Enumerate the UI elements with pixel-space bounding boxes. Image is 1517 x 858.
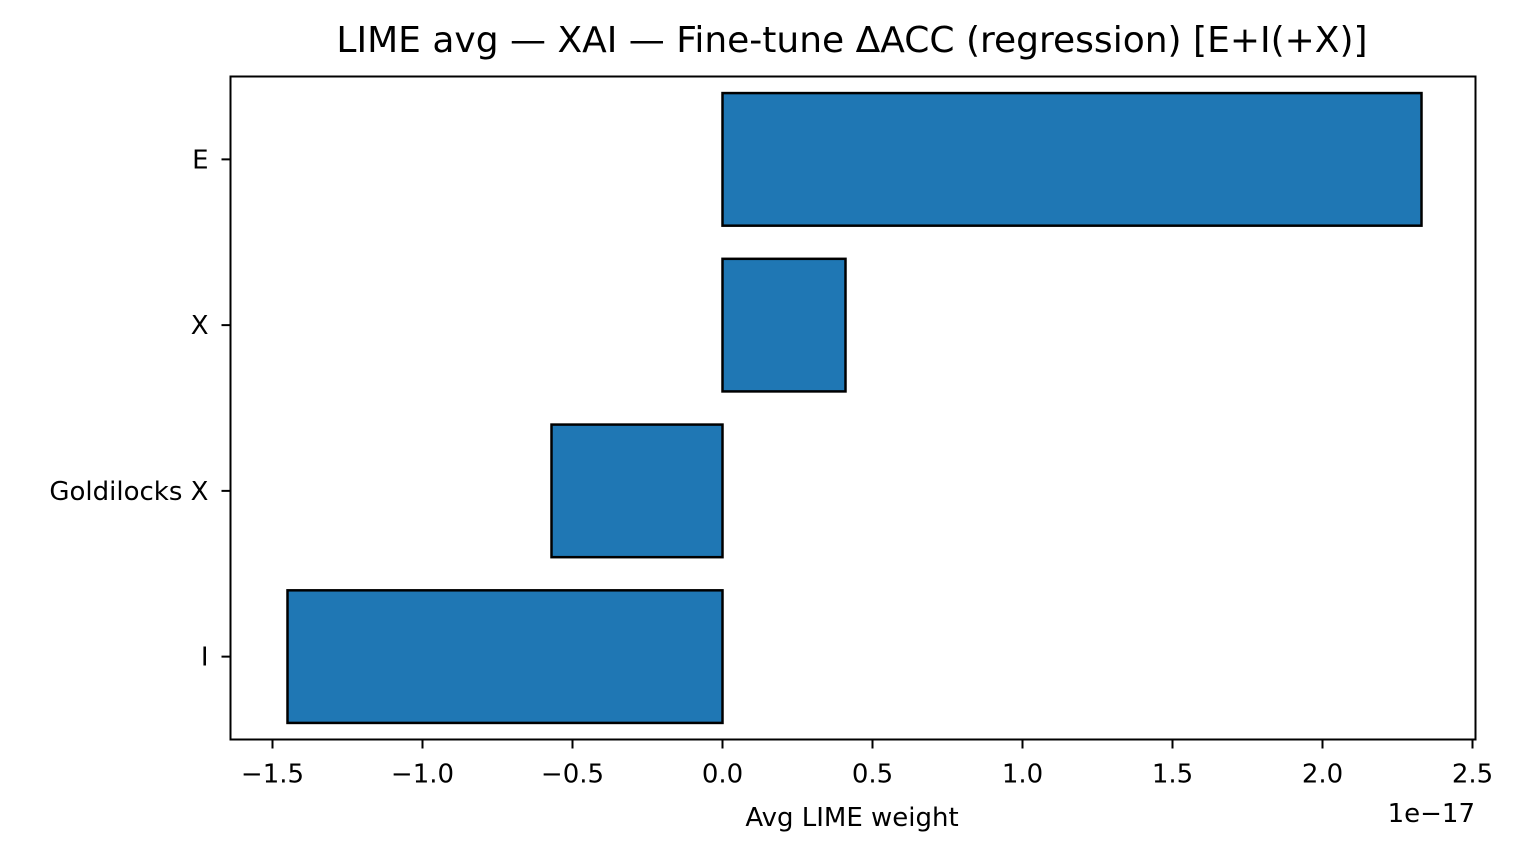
x-axis: −1.5 −1.0 −0.5 0.0 0.5 1.0 1.5 2.0 2.5 [241,739,1493,790]
bars-layer [286,91,1423,725]
y-tick-label: I [201,643,209,673]
x-tick-label: 0.0 [702,760,743,790]
x-tick-label: 2.0 [1302,760,1343,790]
plot-frame [229,75,1477,741]
y-tick-label: Goldilocks X [49,477,208,507]
bar-x [721,257,847,393]
x-tick-label: 0.5 [852,760,893,790]
x-axis-label: Avg LIME weight [745,803,958,833]
x-tick-label: 2.5 [1452,760,1493,790]
y-tick-label: E [192,145,208,175]
x-tick-label: −1.0 [391,760,454,790]
y-axis: E X Goldilocks X I [49,145,231,673]
bar-goldilocks-x [550,423,724,559]
x-tick-label: −0.5 [541,760,604,790]
chart-title: LIME avg — XAI — Fine-tune ΔACC (regress… [336,20,1367,61]
x-axis-offset-label: 1e−17 [1388,799,1475,829]
y-tick-label: X [191,311,209,341]
x-tick-label: 1.5 [1152,760,1193,790]
bar-e [721,91,1423,227]
x-tick-label: −1.5 [241,760,304,790]
bar-i [286,589,724,725]
x-tick-label: 1.0 [1002,760,1043,790]
